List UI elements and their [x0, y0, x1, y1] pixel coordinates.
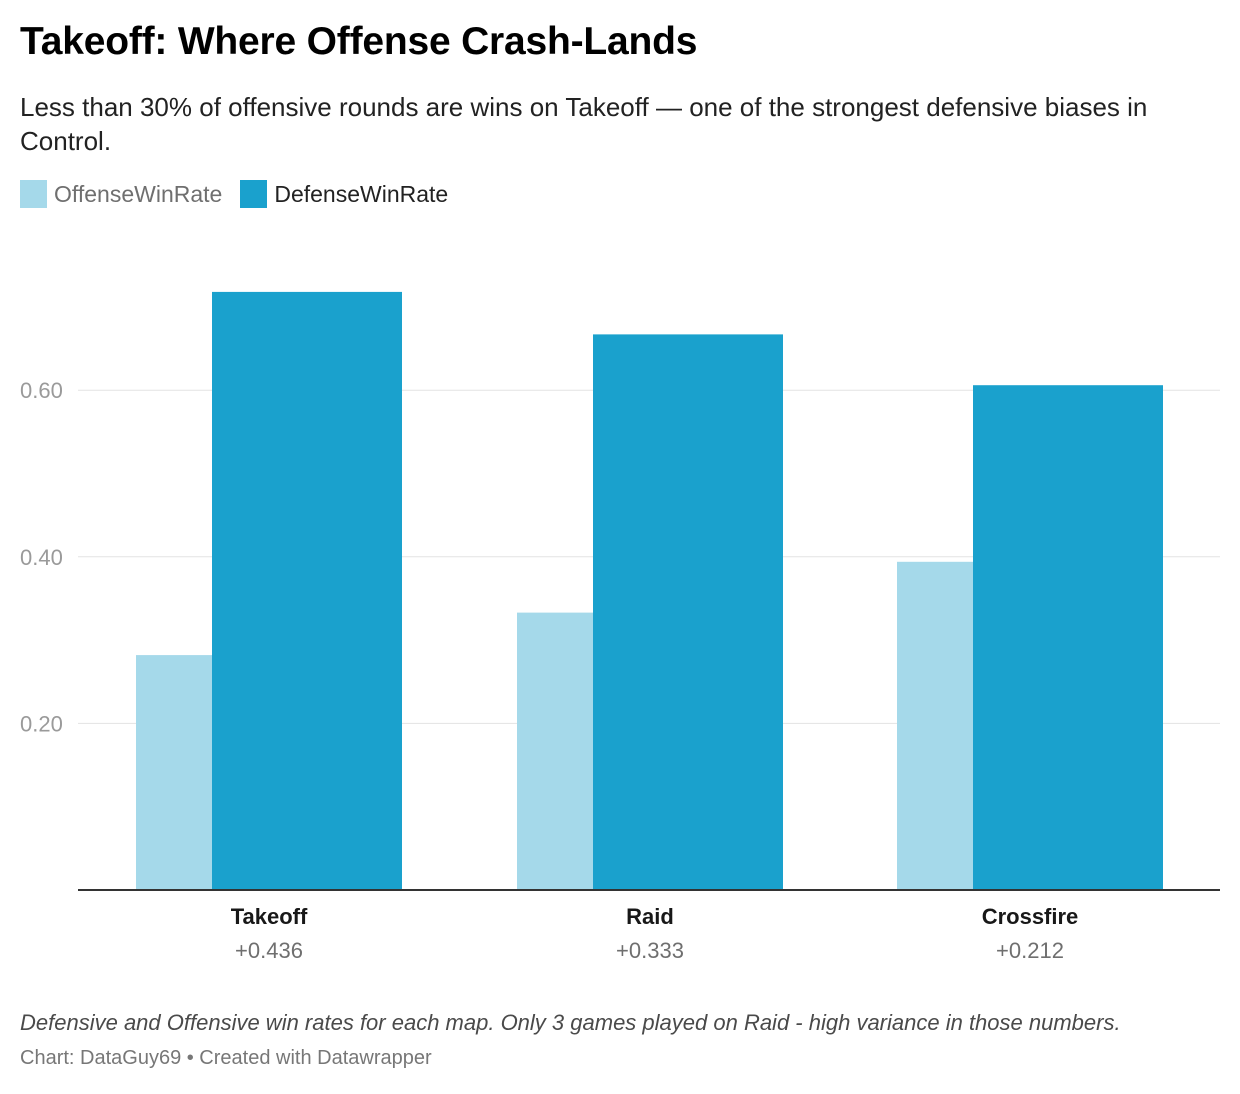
x-category-sublabel: +0.333	[616, 938, 684, 963]
chart-source: Chart: DataGuy69 • Created with Datawrap…	[20, 1047, 432, 1069]
chart-title: Takeoff: Where Offense Crash-Lands	[20, 20, 698, 63]
chart-subtitle: Less than 30% of offensive rounds are wi…	[20, 92, 1148, 156]
bar-defense-crossfire	[973, 385, 1163, 890]
legend-label-defense: DefenseWinRate	[274, 180, 449, 207]
bar-defense-raid	[593, 334, 783, 890]
bar-offense-takeoff	[136, 655, 212, 890]
chart-notes: Defensive and Offensive win rates for ea…	[20, 1010, 1121, 1035]
x-category-sublabel: +0.212	[996, 938, 1064, 963]
x-category-label: Takeoff	[231, 904, 308, 929]
bar-offense-crossfire	[897, 561, 973, 890]
legend-label-offense: OffenseWinRate	[54, 180, 223, 207]
x-category-sublabel: +0.436	[235, 938, 303, 963]
x-category-label: Crossfire	[982, 904, 1079, 929]
legend-item-offense: OffenseWinRate	[20, 180, 222, 208]
bar-defense-takeoff	[212, 291, 402, 890]
legend-swatch-defense	[240, 180, 268, 208]
legend-item-defense: DefenseWinRate	[240, 180, 448, 208]
bar-chart: 0.20 0.40 0.60 Takeoff +0.436 Raid +0.333 Cross…	[20, 291, 1220, 963]
y-tick-label: 0.40	[20, 545, 63, 570]
legend: OffenseWinRate DefenseWinRate	[20, 180, 466, 208]
x-category-label: Raid	[626, 904, 674, 929]
bar-offense-raid	[517, 612, 593, 890]
y-tick-label: 0.20	[20, 711, 63, 736]
y-tick-label: 0.60	[20, 378, 63, 403]
legend-swatch-offense	[20, 180, 47, 208]
